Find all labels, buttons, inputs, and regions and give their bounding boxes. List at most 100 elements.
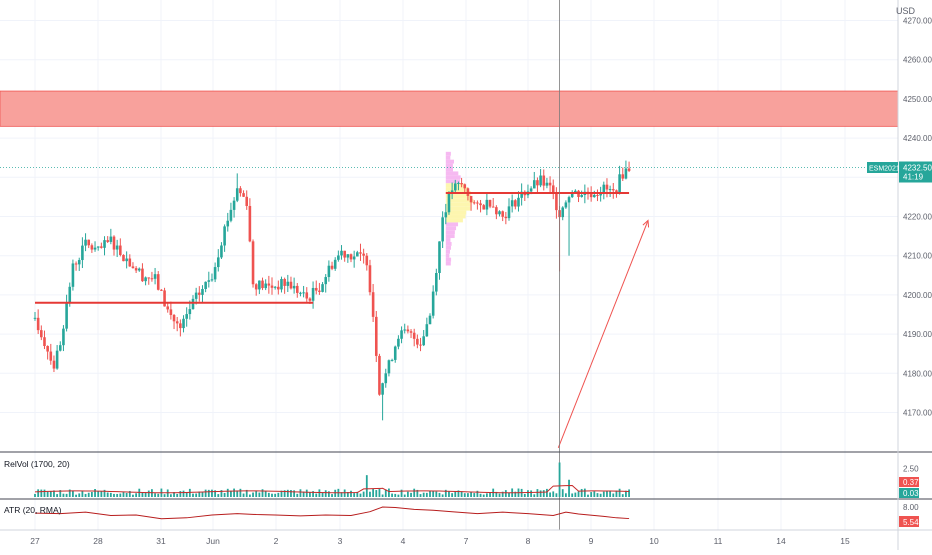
trend-arrow[interactable]	[557, 220, 649, 448]
candle[interactable]	[160, 289, 163, 291]
candle[interactable]	[340, 250, 343, 256]
candle[interactable]	[564, 202, 568, 208]
candle[interactable]	[81, 245, 84, 261]
candle[interactable]	[242, 193, 245, 197]
candle[interactable]	[150, 278, 154, 280]
candle[interactable]	[71, 263, 75, 287]
candle[interactable]	[545, 182, 549, 186]
candle[interactable]	[239, 188, 242, 194]
candle[interactable]	[254, 284, 258, 290]
candle[interactable]	[302, 292, 305, 294]
atr-pane[interactable]	[34, 506, 630, 520]
candle[interactable]	[119, 245, 122, 255]
candle[interactable]	[251, 241, 255, 285]
candle[interactable]	[137, 268, 141, 271]
candle[interactable]	[605, 184, 609, 190]
relvol-pane[interactable]	[34, 462, 630, 498]
candle[interactable]	[387, 360, 391, 374]
candle[interactable]	[551, 185, 555, 194]
candle[interactable]	[125, 258, 128, 262]
candle[interactable]	[106, 240, 109, 242]
candle[interactable]	[321, 284, 324, 292]
candle[interactable]	[311, 287, 315, 301]
candle[interactable]	[627, 168, 631, 171]
candle[interactable]	[112, 236, 116, 250]
candle[interactable]	[314, 287, 318, 291]
candle[interactable]	[169, 309, 173, 316]
candle[interactable]	[507, 206, 511, 219]
candle[interactable]	[327, 265, 331, 278]
candle[interactable]	[115, 245, 119, 250]
candle[interactable]	[122, 254, 125, 262]
candle[interactable]	[463, 184, 467, 189]
candle[interactable]	[580, 195, 583, 197]
candles[interactable]	[33, 160, 631, 421]
candle[interactable]	[292, 285, 296, 289]
relvol-title[interactable]: RelVol (1700, 20)	[4, 459, 70, 469]
candle[interactable]	[570, 193, 574, 198]
candle[interactable]	[548, 182, 552, 186]
candle[interactable]	[472, 202, 476, 204]
candle[interactable]	[36, 317, 40, 331]
symbol-tag[interactable]	[867, 162, 898, 173]
candle[interactable]	[33, 317, 37, 319]
candle[interactable]	[447, 193, 451, 213]
candle[interactable]	[561, 207, 565, 218]
candle[interactable]	[476, 202, 479, 204]
candle[interactable]	[409, 331, 413, 333]
atr-title[interactable]: ATR (20, RMA)	[4, 505, 62, 515]
candle[interactable]	[453, 183, 457, 191]
candle[interactable]	[229, 209, 233, 221]
candle[interactable]	[299, 292, 302, 294]
candle[interactable]	[450, 190, 454, 194]
candle[interactable]	[175, 321, 179, 324]
candle[interactable]	[491, 206, 495, 208]
candle[interactable]	[134, 268, 138, 271]
candle[interactable]	[621, 174, 625, 179]
candle[interactable]	[349, 254, 353, 260]
candle[interactable]	[156, 274, 160, 290]
candle[interactable]	[185, 314, 188, 319]
candle[interactable]	[539, 175, 542, 186]
candle[interactable]	[40, 330, 43, 338]
candle[interactable]	[90, 245, 94, 250]
candle[interactable]	[103, 240, 106, 248]
candle[interactable]	[406, 329, 410, 332]
candle[interactable]	[441, 217, 444, 242]
candle[interactable]	[589, 194, 593, 198]
candle[interactable]	[166, 306, 170, 310]
candle[interactable]	[536, 180, 539, 186]
candle[interactable]	[498, 211, 501, 215]
candle[interactable]	[235, 188, 239, 201]
candle[interactable]	[346, 254, 350, 258]
candle[interactable]	[460, 183, 463, 185]
candle[interactable]	[248, 205, 252, 242]
candle[interactable]	[213, 267, 217, 280]
candle[interactable]	[368, 265, 372, 293]
candle[interactable]	[596, 194, 599, 196]
candle[interactable]	[362, 253, 365, 256]
candle[interactable]	[333, 259, 337, 269]
candle[interactable]	[131, 266, 135, 269]
candle[interactable]	[431, 291, 435, 316]
candle[interactable]	[232, 200, 236, 210]
candle[interactable]	[381, 383, 384, 395]
candle[interactable]	[343, 250, 346, 258]
candle[interactable]	[425, 324, 429, 337]
candle[interactable]	[482, 205, 486, 210]
candle[interactable]	[74, 263, 78, 265]
candle[interactable]	[330, 265, 334, 269]
candle[interactable]	[258, 280, 261, 290]
candle[interactable]	[77, 260, 81, 265]
candle[interactable]	[504, 216, 508, 219]
candle[interactable]	[602, 184, 606, 194]
candle[interactable]	[267, 283, 271, 286]
candle[interactable]	[542, 175, 546, 186]
candle[interactable]	[501, 211, 504, 217]
candle[interactable]	[403, 329, 407, 331]
candle[interactable]	[412, 332, 416, 339]
candle[interactable]	[393, 346, 397, 360]
candle[interactable]	[96, 246, 100, 248]
